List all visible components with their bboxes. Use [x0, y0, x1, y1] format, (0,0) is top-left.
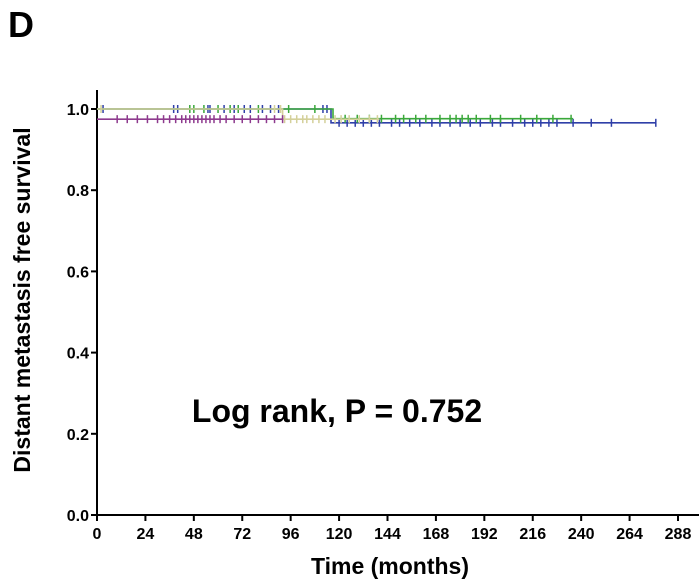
y-tick-label: 1.0: [67, 102, 89, 119]
y-tick-label: 0.0: [67, 508, 89, 525]
series-layer: [97, 105, 657, 127]
x-tick-label: 192: [471, 526, 498, 543]
y-tick-label: 0.8: [67, 183, 89, 200]
series-3: [97, 115, 284, 124]
survival-curve: [97, 108, 656, 124]
axes: 0.0 0.2 0.4 0.6 0.8 1.0 0 24 48 72 96 120 144 168 192 2…: [67, 90, 699, 543]
survival-curve: [97, 108, 380, 120]
x-tick-label: 264: [616, 526, 643, 543]
x-tick-label: 48: [185, 526, 203, 543]
x-tick-label: 288: [665, 526, 692, 543]
x-tick-label: 216: [519, 526, 546, 543]
chart-annotation: Log rank, P = 0.752: [192, 393, 482, 429]
x-tick-label: 0: [93, 526, 102, 543]
y-tick-label: 0.6: [67, 264, 89, 281]
y-tick-label: 0.4: [67, 346, 89, 363]
x-tick-label: 144: [374, 526, 401, 543]
y-tick-label: 0.2: [67, 427, 89, 444]
x-tick-label: 120: [326, 526, 353, 543]
x-tick-label: 168: [423, 526, 450, 543]
series-2: [97, 105, 380, 124]
panel-label: D: [8, 4, 34, 45]
x-tick-label: 72: [233, 526, 251, 543]
x-axis-label: Time (months): [311, 553, 469, 579]
y-axis-label: Distant metastasis free survival: [9, 127, 35, 472]
x-tick-label: 240: [568, 526, 595, 543]
x-tick-label: 24: [137, 526, 155, 543]
x-tick-label: 96: [282, 526, 300, 543]
